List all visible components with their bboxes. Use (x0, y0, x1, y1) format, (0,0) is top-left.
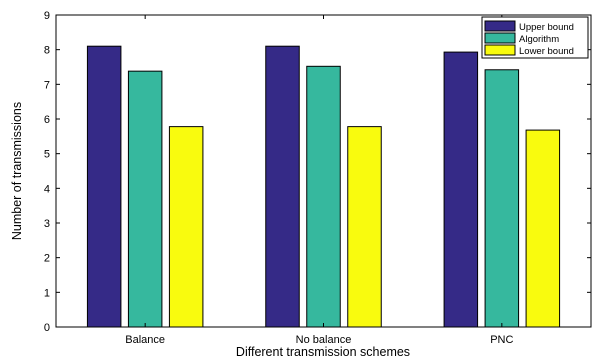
y-tick-label: 4 (44, 183, 50, 195)
x-tick-label: Balance (125, 334, 165, 346)
legend-label: Algorithm (519, 34, 559, 45)
y-tick-label: 1 (44, 287, 50, 299)
x-axis-title: Different transmission schemes (236, 345, 410, 359)
y-tick-label: 6 (44, 114, 50, 126)
x-tick-label: PNC (490, 334, 513, 346)
bar-lower-bound-balance (168, 126, 204, 328)
bar-upper-bound-pnc (443, 51, 479, 328)
legend-label: Upper bound (519, 22, 574, 33)
y-axis-ticks: 0 1 2 3 4 5 6 7 8 9 (44, 10, 591, 334)
bar-lower-bound-pnc (525, 129, 561, 328)
bar-lower-bound-no-balance (347, 126, 382, 328)
bars-group (86, 45, 561, 328)
y-tick-label: 3 (44, 218, 50, 230)
y-tick-label: 0 (44, 322, 50, 334)
bar-algorithm-pnc (484, 69, 520, 328)
y-tick-label: 9 (44, 10, 50, 22)
bar-algorithm-balance (127, 70, 163, 328)
legend-swatch (484, 20, 516, 32)
y-axis-title: Number of transmissions (10, 102, 24, 240)
y-tick-label: 8 (44, 45, 50, 57)
bar-algorithm-no-balance (306, 65, 341, 328)
y-tick-label: 5 (44, 149, 50, 161)
legend-swatch (484, 44, 516, 56)
x-tick-label: No balance (296, 334, 352, 346)
y-tick-label: 7 (44, 79, 50, 91)
bar-upper-bound-balance (86, 45, 122, 328)
bar-upper-bound-no-balance (265, 45, 300, 328)
legend-label: Lower bound (519, 46, 574, 57)
x-axis-ticks: Balance No balance PNC (125, 15, 513, 346)
y-tick-label: 2 (44, 253, 50, 265)
legend-swatch (484, 32, 516, 44)
